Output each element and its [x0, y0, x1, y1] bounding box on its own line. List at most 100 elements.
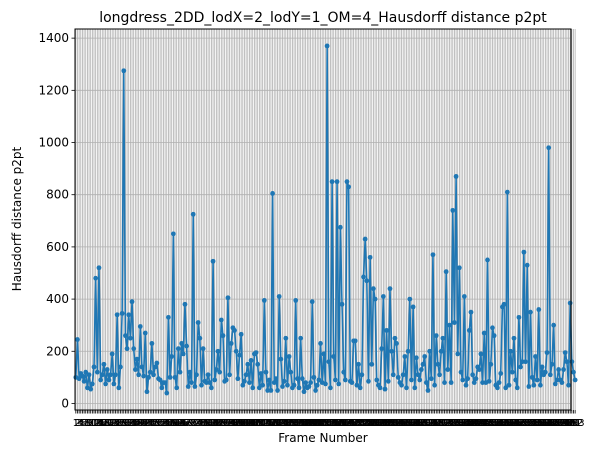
y-tick-label: 800 — [46, 188, 69, 202]
x-tick-label: 292 — [547, 418, 566, 429]
x-tick-label: 301 — [562, 418, 581, 429]
x-tick-label: 104 — [237, 418, 256, 429]
data-point — [554, 377, 560, 383]
data-point — [572, 377, 578, 383]
data-point — [466, 328, 472, 333]
x-tick-label: 126 — [273, 418, 292, 429]
x-tick-label: 159 — [328, 418, 347, 429]
x-tick-label: 297 — [556, 418, 575, 429]
data-point — [569, 359, 575, 365]
data-point — [281, 378, 287, 384]
x-tick-label: 178 — [359, 418, 378, 429]
x-tick-label: 134 — [286, 418, 305, 429]
x-tick-label: 149 — [311, 418, 330, 429]
x-tick-label: 50 — [150, 418, 163, 429]
x-tick-label: 236 — [455, 418, 474, 429]
data-point — [215, 348, 221, 354]
data-point — [476, 367, 482, 372]
data-point — [151, 372, 156, 378]
x-tick-label: 123 — [268, 418, 287, 429]
x-tick-label: 53 — [155, 418, 168, 429]
data-point — [129, 299, 135, 305]
x-tick-label: 15 — [93, 418, 106, 429]
x-tick-label: 94 — [223, 418, 236, 429]
x-tick-label: 284 — [534, 418, 553, 429]
x-tick-label: 121 — [265, 418, 284, 429]
data-point — [562, 350, 568, 355]
x-tick-label: 93 — [222, 418, 235, 429]
x-tick-label: 125 — [271, 418, 290, 429]
data-point — [450, 207, 456, 213]
data-point — [380, 294, 386, 299]
x-tick-label: 156 — [323, 418, 342, 429]
x-tick-label: 138 — [293, 418, 312, 429]
data-point — [544, 350, 550, 355]
x-tick-label: 228 — [442, 418, 461, 429]
data-point — [518, 364, 523, 370]
data-point — [81, 378, 87, 384]
x-tick-label: 276 — [521, 418, 540, 429]
x-tick-label: 145 — [304, 418, 323, 429]
x-tick-label: 85 — [208, 418, 221, 429]
data-point — [177, 369, 183, 375]
x-tick-label: 225 — [437, 418, 456, 429]
x-tick-label: 264 — [501, 418, 520, 429]
x-tick-label: 180 — [362, 418, 381, 429]
data-point — [270, 191, 275, 196]
data-point — [126, 312, 132, 318]
data-point — [432, 382, 437, 388]
data-point — [552, 381, 558, 387]
data-point — [273, 376, 279, 382]
data-point — [471, 380, 477, 385]
data-point — [235, 376, 241, 382]
x-tick-label: 19 — [99, 418, 112, 429]
x-tick-label: 193 — [384, 418, 403, 429]
data-point — [157, 377, 163, 383]
x-tick-label: 135 — [288, 418, 307, 429]
x-tick-label: 198 — [392, 418, 411, 429]
data-point — [457, 265, 462, 271]
data-point — [268, 388, 274, 393]
data-point — [334, 179, 340, 185]
data-point — [247, 380, 252, 385]
data-point — [324, 43, 330, 49]
data-point — [362, 236, 368, 242]
data-point — [218, 317, 224, 323]
x-tick-label: 197 — [390, 418, 409, 429]
x-tick-label: 96 — [227, 418, 240, 429]
data-point — [89, 381, 95, 387]
data-point — [404, 385, 409, 391]
x-tick-label: 128 — [276, 418, 295, 429]
data-point — [501, 301, 507, 307]
x-tick-label: 268 — [508, 418, 527, 429]
data-point — [420, 361, 426, 367]
x-tick-label: 47 — [146, 418, 159, 429]
x-tick-label: 181 — [364, 418, 383, 429]
x-tick-label: 71 — [185, 418, 198, 429]
x-tick-label: 221 — [430, 418, 449, 429]
x-tick-label: 189 — [377, 418, 396, 429]
x-tick-label: 112 — [250, 418, 269, 429]
x-tick-label: 63 — [172, 418, 185, 429]
data-point — [359, 372, 365, 378]
x-tick-label: 280 — [528, 418, 547, 429]
x-tick-label: 299 — [559, 418, 578, 429]
data-point — [266, 377, 272, 383]
x-tick-label: 106 — [240, 418, 259, 429]
x-tick-label: 152 — [316, 418, 335, 429]
x-tick-label: 51 — [152, 418, 165, 429]
x-tick-label: 133 — [285, 418, 304, 429]
x-tick-label: 24 — [107, 418, 120, 429]
data-point — [442, 380, 447, 385]
data-point — [538, 382, 543, 388]
data-point — [458, 369, 464, 375]
x-tick-label: 79 — [198, 418, 211, 429]
chart-title: longdress_2DD_lodX=2_lodY=1_OM=4_Hausdor… — [99, 10, 547, 26]
data-point — [86, 372, 92, 378]
x-tick-label: 84 — [207, 418, 220, 429]
data-point — [197, 335, 203, 341]
x-tick-label: 57 — [162, 418, 175, 429]
data-point — [280, 384, 285, 389]
